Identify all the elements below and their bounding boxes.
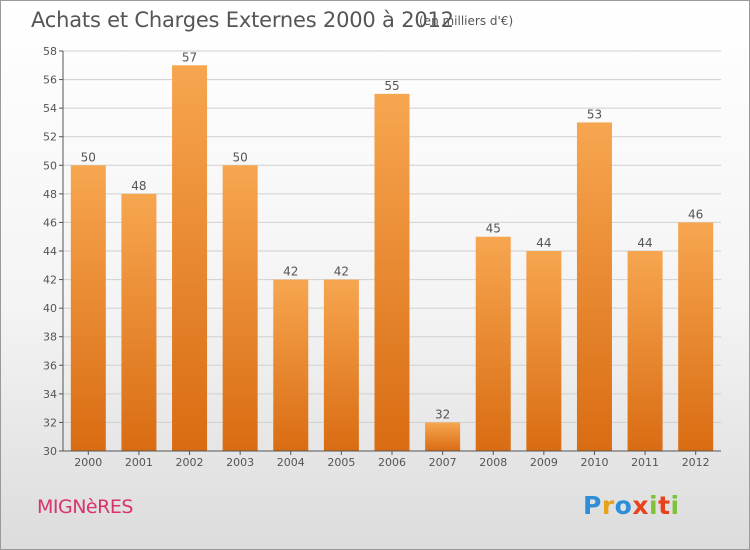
y-tick-label: 50: [43, 159, 57, 172]
y-tick-label: 52: [43, 131, 57, 144]
data-label: 44: [637, 236, 652, 250]
y-tick-label: 40: [43, 302, 57, 315]
data-label: 32: [435, 407, 450, 421]
logo-letter: t: [658, 491, 671, 520]
y-tick-label: 32: [43, 416, 57, 429]
x-tick-label: 2008: [479, 456, 507, 469]
bar: [526, 251, 562, 451]
x-tick-label: 2000: [74, 456, 102, 469]
data-label: 42: [283, 265, 298, 279]
x-tick-label: 2010: [580, 456, 608, 469]
bars: [70, 65, 714, 452]
x-tick-label: 2009: [530, 456, 558, 469]
y-tick-label: 56: [43, 74, 57, 87]
y-tick-label: 44: [43, 245, 57, 258]
logo-letter: o: [614, 491, 633, 520]
chart-title: Achats et Charges Externes 2000 à 2012: [31, 8, 454, 32]
x-tick-label: 2002: [176, 456, 204, 469]
bar: [172, 65, 208, 452]
data-labels: 50 48 57 50 42 42 55 32 45 44 53 44 46: [81, 50, 704, 421]
bar: [425, 422, 461, 451]
x-tick-label: 2004: [277, 456, 305, 469]
data-label: 45: [486, 222, 501, 236]
x-tick-label: 2001: [125, 456, 153, 469]
logo-letter: i: [670, 491, 680, 520]
bar: [374, 93, 410, 451]
x-tick-label: 2007: [429, 456, 457, 469]
proxiti-logo: Proxiti: [583, 491, 680, 520]
data-label: 42: [334, 265, 349, 279]
y-tick-label: 58: [43, 45, 57, 58]
logo-letter: P: [583, 491, 602, 520]
data-label: 44: [536, 236, 551, 250]
data-label: 48: [131, 179, 146, 193]
x-tick-label: 2006: [378, 456, 406, 469]
bar: [70, 165, 106, 452]
bar: [121, 193, 157, 451]
x-tick-label: 2012: [682, 456, 710, 469]
logo-letter: r: [601, 491, 615, 520]
data-label: 57: [182, 50, 197, 64]
bar: [222, 165, 258, 452]
bar: [475, 236, 511, 451]
x-tick-label: 2005: [327, 456, 355, 469]
data-label: 55: [384, 79, 399, 93]
chart-subtitle: (en milliers d'€): [419, 14, 514, 28]
y-tick-label: 36: [43, 359, 57, 372]
data-label: 53: [587, 107, 602, 121]
bar: [273, 279, 309, 451]
bar: [627, 251, 663, 451]
y-tick-label: 54: [43, 102, 57, 115]
y-tick-label: 42: [43, 274, 57, 287]
y-tick-labels: 30 32 34 36 38 40 42 44 46 48 50 52 54 56 58: [43, 45, 63, 458]
data-label: 46: [688, 207, 703, 221]
logo-letter: i: [649, 491, 659, 520]
place-name: MIGNèRES: [37, 496, 133, 518]
x-tick-labels: 2000 2001 2002 2003 2004 2005 2006 2007 2008 2009…: [74, 451, 710, 469]
y-tick-label: 34: [43, 388, 57, 401]
x-tick-label: 2003: [226, 456, 254, 469]
bar: [323, 279, 359, 451]
bar: [678, 222, 714, 451]
bar: [576, 122, 612, 451]
y-tick-label: 46: [43, 216, 57, 229]
x-tick-label: 2011: [631, 456, 659, 469]
logo-letter: x: [632, 491, 649, 520]
y-tick-label: 30: [43, 445, 57, 458]
data-label: 50: [233, 150, 248, 164]
y-tick-label: 38: [43, 331, 57, 344]
y-tick-label: 48: [43, 188, 57, 201]
data-label: 50: [81, 150, 96, 164]
